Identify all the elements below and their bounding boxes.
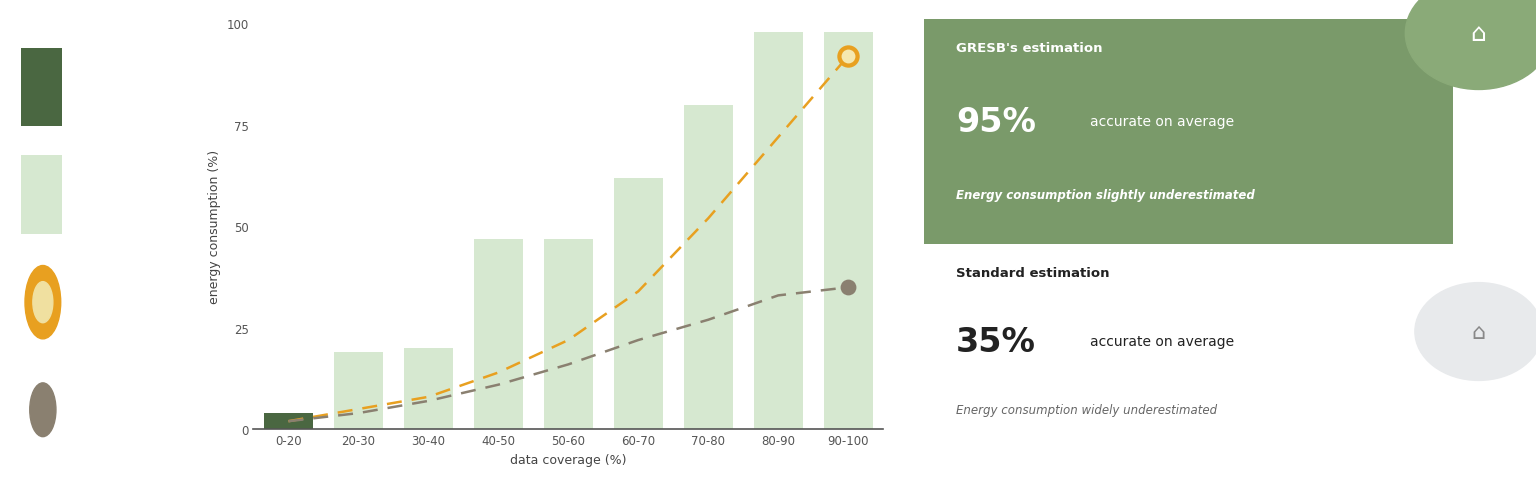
Circle shape bbox=[32, 282, 52, 323]
FancyBboxPatch shape bbox=[925, 20, 1453, 244]
Bar bbox=[684, 105, 733, 429]
Text: 35%: 35% bbox=[955, 325, 1035, 358]
Point bbox=[836, 284, 860, 292]
Text: accurate on average: accurate on average bbox=[1089, 335, 1233, 348]
Text: 95%: 95% bbox=[955, 105, 1035, 139]
Circle shape bbox=[25, 266, 61, 339]
Circle shape bbox=[29, 383, 55, 437]
Bar bbox=[264, 413, 313, 429]
Text: Landlord
controlled
consumption: Landlord controlled consumption bbox=[81, 70, 157, 106]
Circle shape bbox=[1415, 283, 1536, 381]
Text: accurate on average: accurate on average bbox=[1089, 115, 1233, 129]
Text: Linear energy
consumption
estimation: Linear energy consumption estimation bbox=[81, 392, 163, 428]
Bar bbox=[473, 239, 522, 429]
FancyBboxPatch shape bbox=[22, 49, 61, 127]
Text: Tenant
controlled
consumption: Tenant controlled consumption bbox=[81, 177, 157, 213]
Bar bbox=[614, 178, 664, 429]
Text: ⌂: ⌂ bbox=[1470, 22, 1487, 46]
X-axis label: data coverage (%): data coverage (%) bbox=[510, 453, 627, 466]
Bar bbox=[754, 33, 803, 429]
Text: Standard estimation: Standard estimation bbox=[955, 267, 1109, 280]
Bar bbox=[333, 352, 382, 429]
Circle shape bbox=[1405, 0, 1536, 90]
FancyBboxPatch shape bbox=[22, 156, 61, 234]
Text: Energy consumption slightly underestimated: Energy consumption slightly underestimat… bbox=[955, 189, 1255, 202]
Point bbox=[836, 53, 860, 61]
Bar bbox=[404, 348, 453, 429]
Point bbox=[836, 53, 860, 61]
Bar bbox=[823, 33, 872, 429]
Text: GRESB's energy
consumption
estimation: GRESB's energy consumption estimation bbox=[81, 285, 174, 321]
Bar bbox=[544, 239, 593, 429]
Y-axis label: energy consumption (%): energy consumption (%) bbox=[207, 150, 221, 304]
Text: ⌂: ⌂ bbox=[1471, 322, 1485, 342]
Text: GRESB's estimation: GRESB's estimation bbox=[955, 42, 1103, 55]
Text: Energy consumption widely underestimated: Energy consumption widely underestimated bbox=[955, 404, 1217, 416]
